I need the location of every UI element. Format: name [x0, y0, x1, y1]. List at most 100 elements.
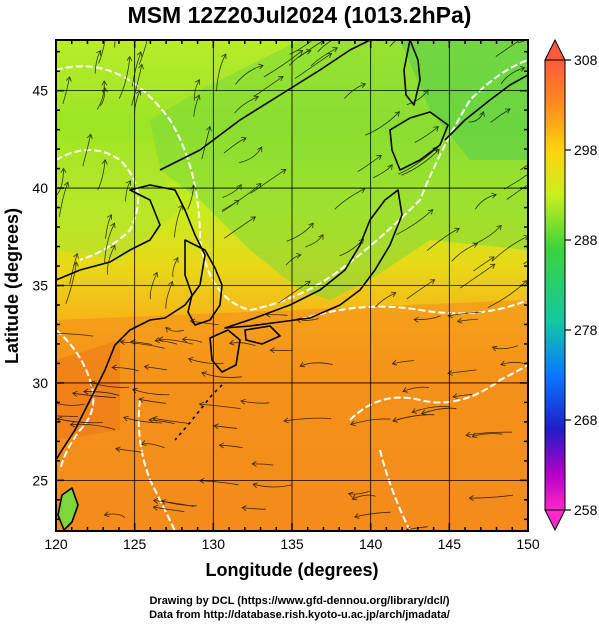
- streamline-arrow: [106, 214, 112, 220]
- streamline: [149, 272, 158, 300]
- streamline-arrow: [60, 167, 67, 173]
- streamline-arrow: [496, 224, 502, 231]
- streamline: [527, 45, 528, 48]
- streamline: [253, 76, 284, 97]
- streamline: [468, 111, 484, 123]
- streamline: [190, 40, 191, 41]
- streamline-arrow: [136, 51, 143, 57]
- streamline: [229, 342, 256, 346]
- streamline: [242, 507, 266, 510]
- streamline-arrow: [65, 76, 72, 82]
- streamline: [224, 216, 256, 239]
- streamline: [490, 108, 511, 123]
- streamline-arrow: [73, 252, 79, 259]
- streamline-arrow: [468, 495, 474, 501]
- streamline-arrow: [143, 364, 150, 371]
- streamline: [299, 362, 333, 367]
- colorbar-label: 288: [574, 232, 598, 248]
- x-tick-label: 120: [44, 536, 68, 552]
- streamline: [466, 431, 512, 436]
- streamline: [500, 361, 524, 365]
- kyushu-coastline: [209, 329, 241, 373]
- streamline: [99, 87, 106, 106]
- streamline-arrow: [423, 89, 429, 95]
- honshu-coastline: [224, 189, 403, 329]
- streamline: [82, 134, 92, 167]
- streamline-arrow: [429, 279, 436, 285]
- streamline: [473, 256, 495, 272]
- streamline-arrow: [213, 423, 219, 430]
- streamline-arrow: [83, 388, 89, 395]
- streamline: [310, 47, 338, 67]
- streamline-arrow: [218, 442, 224, 449]
- streamline-arrow: [280, 168, 287, 174]
- streamline-arrow: [491, 192, 497, 199]
- streamline-arrow: [489, 263, 496, 269]
- streamline: [503, 173, 528, 190]
- streamline: [199, 403, 241, 409]
- axis-ticks: [55, 40, 529, 531]
- streamline-arrow: [360, 82, 367, 88]
- streamline-arrow: [195, 9, 200, 14]
- streamline: [90, 382, 129, 388]
- streamline-arrow: [391, 359, 398, 366]
- streamline: [234, 96, 259, 114]
- streamline: [235, 65, 264, 85]
- streamline: [104, 222, 115, 263]
- streamline-arrow: [138, 5, 143, 10]
- streamline-arrow: [138, 397, 144, 403]
- streamline: [112, 367, 139, 372]
- streamline: [158, 338, 193, 345]
- streamline-arrow: [479, 111, 485, 117]
- streamline-arrow: [305, 48, 312, 55]
- streamline-arrow: [406, 31, 411, 36]
- streamline: [106, 245, 116, 275]
- streamline-arrow: [103, 34, 108, 39]
- colorbar-label: 278: [574, 322, 598, 338]
- streamline: [201, 372, 242, 378]
- streamline: [239, 146, 263, 163]
- streamline: [265, 314, 288, 316]
- streamline: [114, 40, 116, 48]
- credit-drawing: Drawing by DCL (https://www.gfd-dennou.o…: [149, 595, 450, 607]
- streamline-arrow: [110, 244, 116, 251]
- colorbar-top-arrow: [544, 38, 566, 61]
- y-axis-title: Latitude (degrees): [2, 208, 22, 364]
- streamline: [56, 332, 94, 337]
- streamline: [472, 433, 503, 438]
- streamline: [123, 417, 163, 424]
- streamline: [523, 260, 528, 265]
- streamline-arrow: [269, 347, 275, 354]
- sakhalin-coastline: [403, 40, 421, 106]
- streamline-arrow: [69, 421, 76, 428]
- streamline: [130, 341, 153, 345]
- streamline-arrow: [299, 361, 306, 368]
- streamline-arrow: [125, 180, 132, 186]
- x-tick-label: 145: [438, 536, 462, 552]
- streamline-arrow: [318, 234, 324, 240]
- streamline: [105, 214, 112, 239]
- streamline-arrow: [152, 497, 159, 504]
- streamline: [469, 494, 514, 499]
- streamline-arrow: [221, 53, 227, 60]
- streamline-arrow: [257, 146, 263, 153]
- streamline-arrow: [50, 331, 54, 336]
- streamline: [155, 340, 178, 345]
- streamline-arrow: [358, 238, 365, 245]
- streamline-arrow: [519, 66, 526, 72]
- streamline: [406, 89, 429, 106]
- streamline-arrow: [148, 417, 154, 424]
- streamline: [392, 414, 435, 422]
- streamline-arrow: [465, 431, 471, 438]
- korea-coastline: [184, 239, 223, 326]
- streamline: [285, 254, 301, 266]
- streamline: [193, 79, 200, 101]
- streamline: [173, 204, 183, 238]
- streamline: [187, 185, 195, 210]
- streamline: [132, 388, 170, 396]
- streamline-arrow: [126, 55, 133, 62]
- streamline: [392, 360, 415, 365]
- lat-lon-grid: [56, 40, 528, 531]
- streamline: [120, 341, 165, 349]
- streamline: [396, 209, 434, 236]
